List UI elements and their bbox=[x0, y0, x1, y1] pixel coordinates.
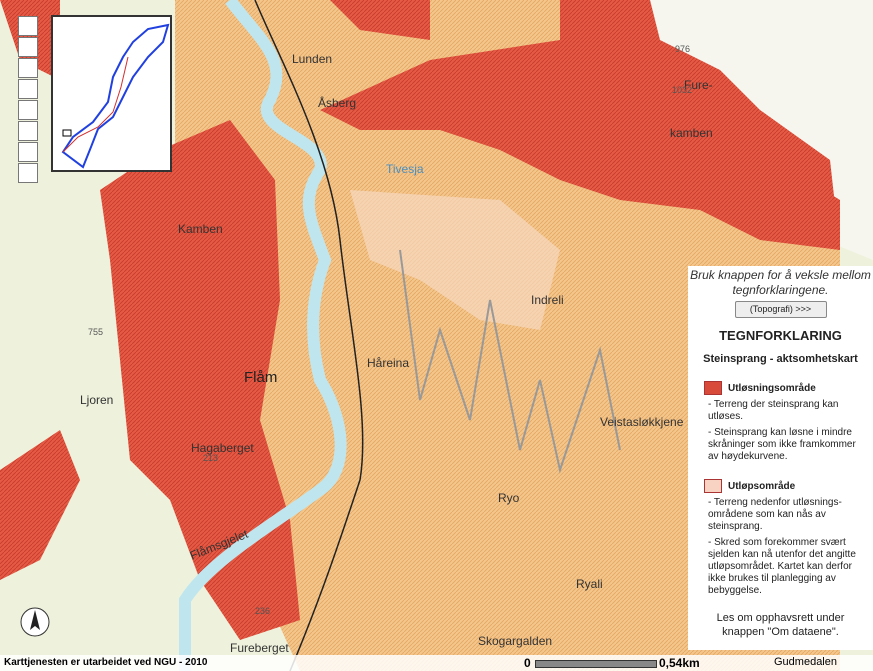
height-label: 236 bbox=[255, 606, 270, 616]
legend-item: Utløpsområde - Terreng nedenfor utløsnin… bbox=[704, 479, 873, 597]
legend-item-heading: Utløpsområde bbox=[704, 479, 873, 493]
release-area bbox=[0, 430, 80, 580]
release-area bbox=[100, 120, 300, 640]
legend-item-heading: Utløsningsområde bbox=[704, 381, 873, 395]
credit: Karttjenesten er utarbeidet ved NGU - 20… bbox=[4, 657, 208, 668]
legend-panel: Bruk knappen for å veksle mellom tegnfor… bbox=[688, 266, 873, 650]
north-arrow-needle bbox=[30, 610, 40, 630]
release-area bbox=[560, 0, 840, 250]
place-label: Kamben bbox=[178, 222, 223, 236]
place-label: Fureberget bbox=[230, 641, 289, 655]
river bbox=[179, 0, 347, 671]
track bbox=[399, 249, 621, 474]
legend-item-title: Utløpsområde bbox=[728, 480, 796, 492]
footer: Karttjenesten er utarbeidet ved NGU - 20… bbox=[0, 655, 873, 671]
legend-toggle[interactable]: (Topografi) >>> bbox=[734, 301, 827, 318]
legend-swatch bbox=[704, 381, 722, 395]
back[interactable] bbox=[18, 100, 38, 120]
place-label: Gudmedalen bbox=[774, 656, 837, 668]
place-label: Fure- bbox=[684, 78, 713, 92]
legend-line: - Terreng der steinsprang kan utløses. bbox=[708, 399, 839, 422]
place-label: Håreina bbox=[367, 356, 409, 370]
zoom-box[interactable] bbox=[18, 79, 38, 99]
road bbox=[254, 0, 364, 671]
height-label: 755 bbox=[88, 327, 103, 337]
place-label: kamben bbox=[670, 126, 713, 140]
legend-swatch bbox=[704, 479, 722, 493]
place-label: Lunden bbox=[292, 52, 332, 66]
legend-hint: Bruk knappen for å veksle mellom tegnfor… bbox=[690, 268, 871, 297]
border bbox=[62, 56, 129, 153]
place-label: Veistasløkkjene bbox=[600, 415, 684, 429]
overview-map bbox=[51, 15, 172, 172]
legend-subtitle: Steinsprang - aktsomhetskart bbox=[703, 353, 858, 365]
view-extent bbox=[62, 129, 72, 137]
height-label: 213 bbox=[203, 453, 218, 463]
zoom-in[interactable] bbox=[18, 37, 38, 57]
place-label: Ljoren bbox=[80, 393, 113, 407]
reset[interactable] bbox=[18, 163, 38, 183]
zoom-out[interactable] bbox=[18, 58, 38, 78]
runout-area-light bbox=[350, 190, 560, 330]
scale-start: 0 bbox=[524, 656, 531, 670]
legend-item-title: Utløsningsområde bbox=[728, 382, 816, 394]
overview-svg bbox=[61, 23, 170, 169]
info[interactable] bbox=[18, 142, 38, 162]
place-label: Ryali bbox=[576, 577, 603, 591]
place-label: Flåm bbox=[244, 369, 277, 386]
water-label: Tivesja bbox=[386, 162, 424, 176]
height-label: 1032 bbox=[672, 85, 692, 95]
legend-title: TEGNFORKLARING bbox=[719, 328, 842, 343]
place-label: Hagaberget bbox=[191, 441, 254, 455]
legend-line: - Terreng nedenfor utløsnings-områdene s… bbox=[708, 497, 842, 532]
legend-line: - Steinsprang kan løsne i mindre skrånin… bbox=[708, 427, 856, 462]
toolbar bbox=[18, 16, 40, 184]
place-label: Ryo bbox=[498, 491, 520, 505]
legend-item: Utløsningsområde - Terreng der steinspra… bbox=[704, 381, 873, 463]
place-label: Skogargalden bbox=[478, 634, 552, 648]
place-label: Indreli bbox=[531, 293, 564, 307]
country-outline bbox=[61, 23, 170, 169]
pan[interactable] bbox=[18, 121, 38, 141]
scale-bar bbox=[535, 660, 657, 668]
height-label: 976 bbox=[675, 44, 690, 54]
legend-line: - Skred som forekommer svært sjelden kan… bbox=[708, 537, 856, 596]
tool-button[interactable] bbox=[18, 16, 38, 36]
place-label: Åsberg bbox=[318, 95, 356, 110]
scale-end: 0,54km bbox=[659, 656, 700, 670]
legend-note: Les om opphavsrett under knappen "Om dat… bbox=[716, 612, 845, 638]
